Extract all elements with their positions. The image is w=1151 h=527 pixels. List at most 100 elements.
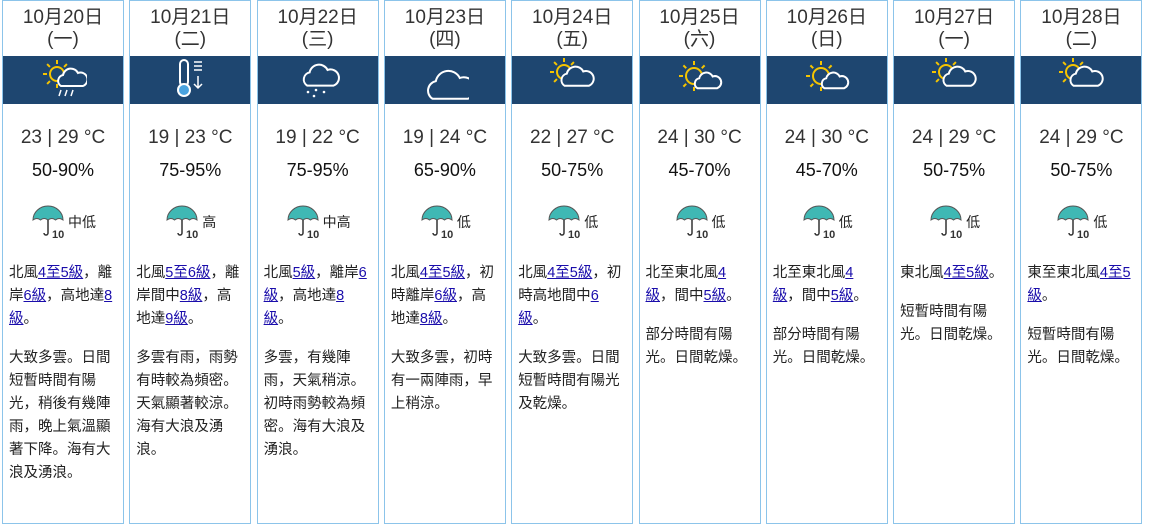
wind-text: ，初時離岸 — [390, 265, 495, 304]
icon-part — [809, 83, 814, 88]
icon-part — [1062, 61, 1068, 66]
rain-level: 低 — [966, 214, 981, 230]
wind-text: ，離岸 — [9, 265, 113, 304]
wind-text: ，間中 — [787, 288, 831, 304]
icon-part — [421, 205, 453, 222]
wind-link[interactable]: 4至5級 — [1027, 265, 1131, 304]
day-column: 10月28日 (二) 24 | 29 °C 50-75% 10 低東至東北風4至5級。 短暫… — [1020, 0, 1143, 524]
weather-icon — [550, 58, 595, 87]
date: 10月24日 — [532, 7, 613, 28]
temperature: 24 | 29 °C — [1039, 127, 1124, 148]
icon-part — [803, 205, 835, 222]
weekday: (四) — [429, 29, 461, 50]
umbrella-icon: 10 — [1057, 205, 1090, 240]
wind-link[interactable]: 6級 — [263, 265, 367, 304]
umbrella-icon: 10 — [803, 205, 835, 240]
date: 10月25日 — [659, 7, 740, 28]
icon-part — [548, 205, 580, 222]
wind-link[interactable]: 4至5級 — [419, 265, 466, 281]
details: 大致多雲，初時有一兩陣雨，早上稍涼。 — [390, 350, 493, 412]
wind-link[interactable]: 4至5級 — [547, 265, 593, 281]
wind-text: 。 — [988, 265, 1004, 281]
umbrella-label: 10 — [950, 229, 962, 240]
icon-part — [675, 205, 708, 222]
weekday: (一) — [938, 29, 970, 50]
weekday: (三) — [301, 29, 334, 50]
wind-link[interactable]: 8級 — [263, 288, 345, 327]
icon-part — [820, 71, 850, 90]
wind-link[interactable]: 6級 — [23, 288, 47, 304]
wind-link[interactable]: 5級 — [830, 288, 854, 304]
icon-part — [700, 64, 705, 69]
rain-probability: 10 中高 — [258, 204, 378, 240]
weather-icon — [177, 59, 203, 97]
wind-link[interactable]: 4級 — [645, 265, 727, 304]
wind-link[interactable]: 8級 — [9, 288, 113, 327]
wind-link[interactable]: 4至5級 — [38, 265, 84, 281]
humidity: 45-70% — [668, 160, 731, 180]
rain-probability: 10 高 — [130, 204, 250, 240]
icon-part — [287, 205, 319, 222]
umbrella-label: 10 — [696, 229, 708, 240]
weather-icon — [43, 60, 87, 97]
wind-link[interactable]: 5級 — [703, 288, 727, 304]
wind-text: ，離岸間中 — [136, 265, 240, 304]
wind-text: ，高地達 — [46, 288, 105, 304]
icon-part — [46, 80, 51, 85]
icon-part — [70, 89, 74, 97]
humidity: 50-75% — [923, 160, 986, 180]
wind: 北至東北風4級，間中5級。 — [773, 262, 881, 308]
icon-part — [693, 71, 722, 90]
wind-link[interactable]: 4至5級 — [943, 265, 989, 281]
wind-link[interactable]: 5級 — [292, 265, 316, 281]
wind-link[interactable]: 6級 — [518, 288, 599, 327]
temperature: 19 | 23 °C — [148, 127, 233, 148]
weekday: (五) — [556, 29, 589, 50]
humidity: 50-90% — [31, 160, 95, 180]
wind-link[interactable]: 4級 — [772, 265, 854, 304]
day-column: 10月22日 (三) 19 | 22 °C 75-95% 10 中高 北風5級，離岸6級，高… — [256, 0, 379, 524]
wind-link[interactable]: 8級 — [179, 288, 203, 304]
wind-text: 北至東北風 — [645, 265, 719, 281]
wind: 北至東北風4級，間中5級。 — [646, 262, 754, 308]
icon-part — [302, 63, 340, 87]
temperature: 24 | 29 °C — [911, 127, 997, 148]
weekday: (二) — [174, 29, 207, 50]
weather-icon — [426, 69, 469, 100]
day-column: 10月23日 (四) 19 | 24 °C 65-90% 10 低北風4至5級，初時離岸6… — [383, 0, 506, 524]
wind-text: 。 — [1041, 288, 1057, 304]
rain-level: 低 — [584, 214, 599, 230]
rain-probability: 10 低 — [385, 204, 505, 240]
rain-level: 高 — [202, 214, 217, 230]
wind: 北風4至5級，初時高地間中6級。 — [518, 262, 626, 331]
icon-part — [1068, 220, 1075, 236]
wind-link[interactable]: 5至6級 — [165, 265, 211, 281]
wind-text: ，高地達 — [278, 288, 337, 304]
icon-part — [942, 65, 977, 87]
icon-band — [257, 56, 378, 104]
wind-link[interactable]: 6級 — [434, 288, 457, 304]
day-column: 10月25日 (六) 24 | 30 °C 45-70% 10 低北至東北風4級，間中5級… — [638, 0, 761, 524]
icon-band — [384, 56, 505, 104]
icon-part — [43, 220, 49, 236]
temperature: 24 | 30 °C — [784, 127, 869, 148]
weather-icon — [805, 61, 850, 91]
rain-level: 低 — [711, 214, 726, 230]
icon-band — [512, 56, 633, 104]
icon-band — [639, 56, 760, 104]
rain-probability: 10 中低 — [3, 204, 123, 240]
day-column: 10月21日 (二) 19 | 23 °C 75-95% 10 高北風5至6級，離岸間中8… — [129, 0, 252, 524]
wind-text: ，高地達 — [136, 288, 232, 327]
umbrella-icon: 10 — [287, 205, 319, 240]
icon-part — [930, 205, 962, 222]
umbrella-icon: 10 — [32, 205, 64, 240]
wind-link[interactable]: 9級 — [165, 311, 188, 327]
details: 多雲，有幾陣雨，天氣稍涼。初時雨勢較為頻密。海有大浪及湧浪。 — [263, 350, 366, 458]
wind-text: ，間中 — [660, 288, 704, 304]
details: 短暫時間有陽光。日間乾燥。 — [1027, 327, 1129, 366]
humidity: 65-90% — [413, 160, 476, 180]
rain-level: 低 — [456, 214, 471, 230]
wind-link[interactable]: 8級 — [419, 311, 443, 327]
rain-probability: 10 低 — [767, 204, 887, 240]
icon-part — [193, 76, 203, 90]
